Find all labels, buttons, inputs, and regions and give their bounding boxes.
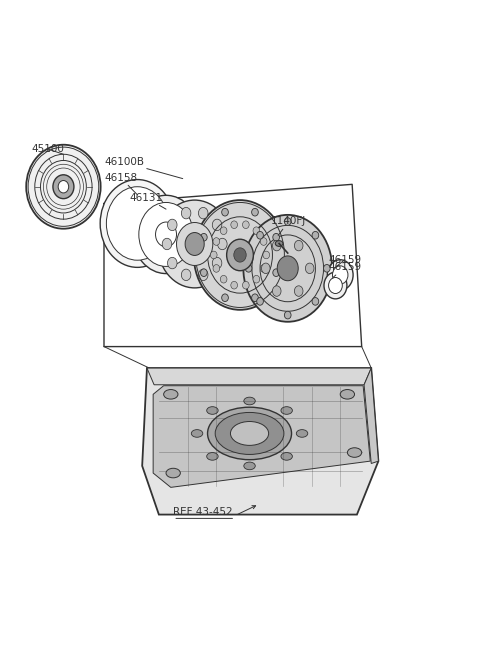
Ellipse shape: [177, 223, 213, 265]
Ellipse shape: [294, 240, 303, 251]
Ellipse shape: [296, 430, 308, 438]
Polygon shape: [142, 368, 378, 515]
Ellipse shape: [284, 311, 291, 319]
Ellipse shape: [207, 453, 218, 460]
Ellipse shape: [324, 265, 330, 272]
Ellipse shape: [132, 195, 199, 274]
Ellipse shape: [273, 240, 281, 251]
Ellipse shape: [324, 272, 347, 299]
Ellipse shape: [281, 407, 292, 415]
Ellipse shape: [230, 422, 269, 445]
Ellipse shape: [26, 145, 101, 229]
Ellipse shape: [210, 251, 217, 259]
Ellipse shape: [329, 278, 342, 293]
Ellipse shape: [281, 453, 292, 460]
Ellipse shape: [262, 263, 270, 274]
Ellipse shape: [294, 286, 303, 296]
Ellipse shape: [201, 269, 207, 276]
Ellipse shape: [257, 231, 264, 239]
Polygon shape: [147, 368, 371, 384]
Polygon shape: [364, 368, 378, 464]
Ellipse shape: [243, 215, 332, 322]
Ellipse shape: [273, 233, 279, 241]
Text: 46100B: 46100B: [104, 157, 183, 179]
Ellipse shape: [327, 260, 353, 290]
Ellipse shape: [212, 257, 222, 269]
Ellipse shape: [168, 257, 177, 269]
Ellipse shape: [348, 448, 362, 457]
Ellipse shape: [207, 407, 291, 460]
Ellipse shape: [242, 221, 249, 229]
Ellipse shape: [201, 233, 207, 241]
Ellipse shape: [222, 208, 228, 216]
Ellipse shape: [222, 294, 228, 301]
Ellipse shape: [242, 282, 249, 289]
Ellipse shape: [157, 200, 232, 288]
Ellipse shape: [284, 217, 291, 225]
Ellipse shape: [273, 269, 279, 276]
Ellipse shape: [213, 265, 220, 272]
Ellipse shape: [312, 231, 319, 239]
Ellipse shape: [58, 181, 69, 193]
Ellipse shape: [220, 227, 227, 234]
Ellipse shape: [53, 175, 74, 198]
Text: 46131: 46131: [129, 193, 166, 209]
Ellipse shape: [231, 221, 238, 229]
Text: 1140FJ: 1140FJ: [271, 216, 306, 235]
Ellipse shape: [168, 219, 177, 231]
Ellipse shape: [244, 462, 255, 470]
Ellipse shape: [234, 248, 246, 262]
Ellipse shape: [333, 266, 348, 284]
Ellipse shape: [194, 200, 286, 310]
Ellipse shape: [245, 265, 252, 272]
Ellipse shape: [263, 251, 270, 259]
Text: REF 43-452: REF 43-452: [173, 506, 233, 517]
Ellipse shape: [215, 413, 284, 455]
Ellipse shape: [181, 269, 191, 280]
Ellipse shape: [252, 208, 258, 216]
Ellipse shape: [207, 407, 218, 415]
Ellipse shape: [244, 397, 255, 405]
Text: 46158: 46158: [104, 172, 137, 195]
Ellipse shape: [139, 202, 193, 267]
Ellipse shape: [192, 430, 203, 438]
Ellipse shape: [253, 227, 260, 234]
Ellipse shape: [166, 468, 180, 478]
Ellipse shape: [100, 179, 175, 267]
Ellipse shape: [162, 238, 172, 250]
Ellipse shape: [340, 390, 355, 399]
Ellipse shape: [253, 275, 260, 283]
Ellipse shape: [277, 256, 298, 281]
Ellipse shape: [164, 390, 178, 399]
Ellipse shape: [260, 265, 267, 272]
Ellipse shape: [107, 187, 168, 260]
Polygon shape: [153, 386, 370, 487]
Ellipse shape: [227, 239, 253, 271]
Ellipse shape: [312, 297, 319, 305]
Ellipse shape: [276, 240, 283, 246]
Ellipse shape: [213, 238, 220, 246]
Ellipse shape: [198, 208, 208, 219]
Ellipse shape: [185, 233, 204, 255]
Text: 46159: 46159: [328, 262, 361, 277]
Ellipse shape: [257, 297, 264, 305]
Ellipse shape: [217, 238, 227, 250]
Ellipse shape: [273, 286, 281, 296]
Ellipse shape: [220, 275, 227, 283]
Ellipse shape: [198, 269, 208, 280]
Ellipse shape: [212, 219, 222, 231]
Ellipse shape: [305, 263, 314, 274]
Text: 46159: 46159: [328, 255, 361, 267]
Ellipse shape: [252, 294, 258, 301]
Ellipse shape: [260, 238, 267, 246]
Ellipse shape: [231, 282, 238, 289]
Ellipse shape: [181, 208, 191, 219]
Text: 45100: 45100: [31, 144, 64, 155]
